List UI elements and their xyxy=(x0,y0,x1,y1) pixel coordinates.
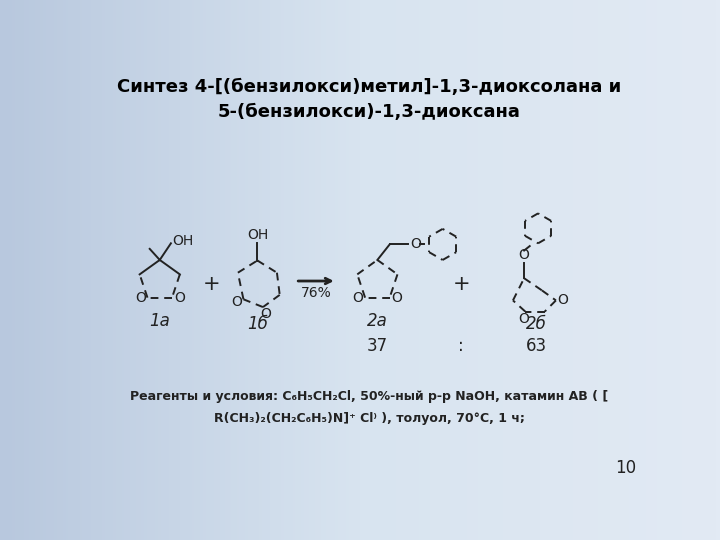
Text: O: O xyxy=(230,295,242,309)
Text: O: O xyxy=(392,291,402,305)
Text: OH: OH xyxy=(173,234,194,248)
Text: R(CH₃)₂(CH₂C₆H₅)N]⁺ Cl⁾ ), толуол, 70°C, 1 ч;: R(CH₃)₂(CH₂C₆H₅)N]⁺ Cl⁾ ), толуол, 70°C,… xyxy=(214,412,524,425)
Text: +: + xyxy=(452,274,470,294)
Text: 5-(бензилокси)-1,3-диоксана: 5-(бензилокси)-1,3-диоксана xyxy=(217,103,521,121)
Text: OH: OH xyxy=(247,228,268,242)
Text: +: + xyxy=(203,274,220,294)
Text: :: : xyxy=(458,338,464,355)
Text: O: O xyxy=(352,291,364,305)
Text: 37: 37 xyxy=(366,338,388,355)
Text: 76%: 76% xyxy=(301,286,331,300)
Text: O: O xyxy=(174,291,185,305)
Text: 10: 10 xyxy=(615,460,636,477)
Text: Реагенты и условия: С₆H₅CH₂Cl, 50%-ный р-р NaOH, катамин АВ ( [: Реагенты и условия: С₆H₅CH₂Cl, 50%-ный р… xyxy=(130,390,608,403)
Text: O: O xyxy=(518,312,529,326)
Text: Синтез 4-[(бензилокси)метил]-1,3-диоксолана и: Синтез 4-[(бензилокси)метил]-1,3-диоксол… xyxy=(117,78,621,96)
Text: O: O xyxy=(410,238,420,252)
Text: O: O xyxy=(135,291,145,305)
Text: O: O xyxy=(558,293,569,307)
Text: 2б: 2б xyxy=(526,315,546,333)
Text: O: O xyxy=(261,307,271,321)
Text: O: O xyxy=(518,248,530,262)
Text: 2а: 2а xyxy=(367,312,388,330)
Text: 63: 63 xyxy=(526,338,547,355)
Text: 1а: 1а xyxy=(149,312,170,330)
Text: 1б: 1б xyxy=(247,315,268,333)
